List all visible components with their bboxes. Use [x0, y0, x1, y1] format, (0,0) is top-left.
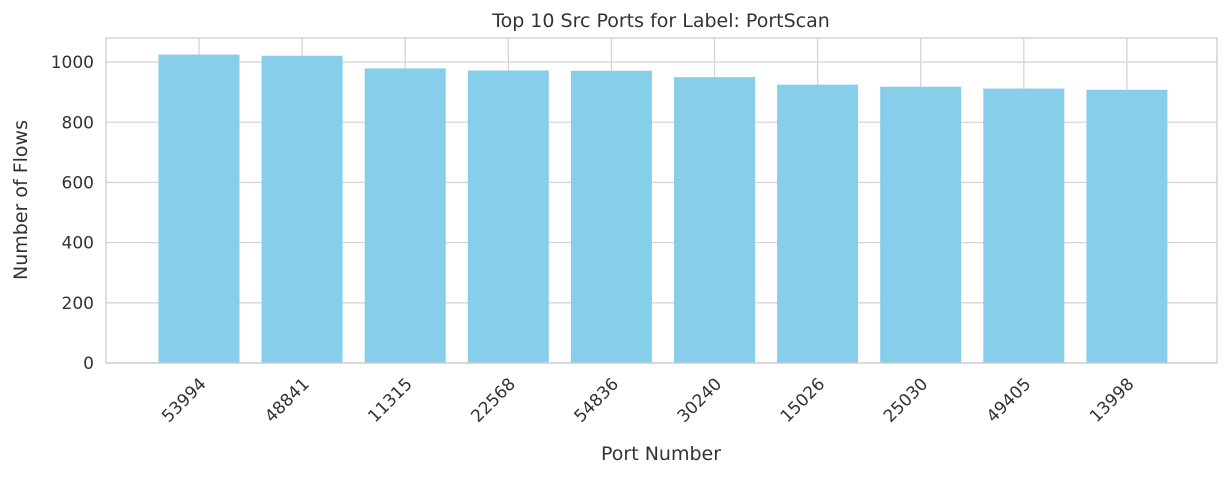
bar-22568 — [467, 70, 549, 363]
x-tick-label: 25030 — [880, 374, 932, 426]
x-tick-label: 54836 — [571, 374, 623, 426]
bar-48841 — [261, 55, 343, 363]
x-tick-label: 11315 — [364, 374, 416, 426]
x-axis-label: Port Number — [601, 443, 721, 465]
bar-49405 — [983, 88, 1065, 364]
plot-frame — [105, 37, 1218, 364]
x-tick-label: 13998 — [1086, 374, 1138, 426]
y-tick-label: 600 — [62, 173, 94, 193]
bar-13998 — [1086, 89, 1168, 363]
x-tick-label: 22568 — [467, 374, 519, 426]
bar-53994 — [158, 54, 240, 363]
x-tick-label: 49405 — [983, 374, 1035, 426]
bars — [158, 54, 1168, 364]
y-tick-label: 1000 — [51, 53, 94, 73]
x-tick-label: 30240 — [674, 374, 726, 426]
bar-11315 — [364, 68, 446, 363]
bar-54836 — [570, 70, 652, 363]
bar-15026 — [777, 84, 859, 363]
y-axis-ticks: 0 200 400 600 800 1000 — [51, 53, 94, 374]
x-tick-label: 15026 — [777, 374, 829, 426]
y-tick-label: 0 — [83, 354, 94, 374]
chart-title: Top 10 Src Ports for Label: PortScan — [491, 10, 830, 32]
bar-30240 — [674, 77, 755, 364]
y-tick-label: 200 — [62, 294, 94, 314]
x-axis-ticks: 53994 48841 11315 22568 54836 30240 15026 25030… — [158, 374, 1138, 426]
y-tick-label: 800 — [62, 113, 94, 133]
y-axis-label: Number of Flows — [10, 120, 32, 280]
x-tick-label: 48841 — [261, 374, 313, 426]
bar-25030 — [880, 86, 962, 363]
x-tick-label: 53994 — [158, 374, 210, 426]
y-tick-label: 400 — [62, 234, 94, 254]
